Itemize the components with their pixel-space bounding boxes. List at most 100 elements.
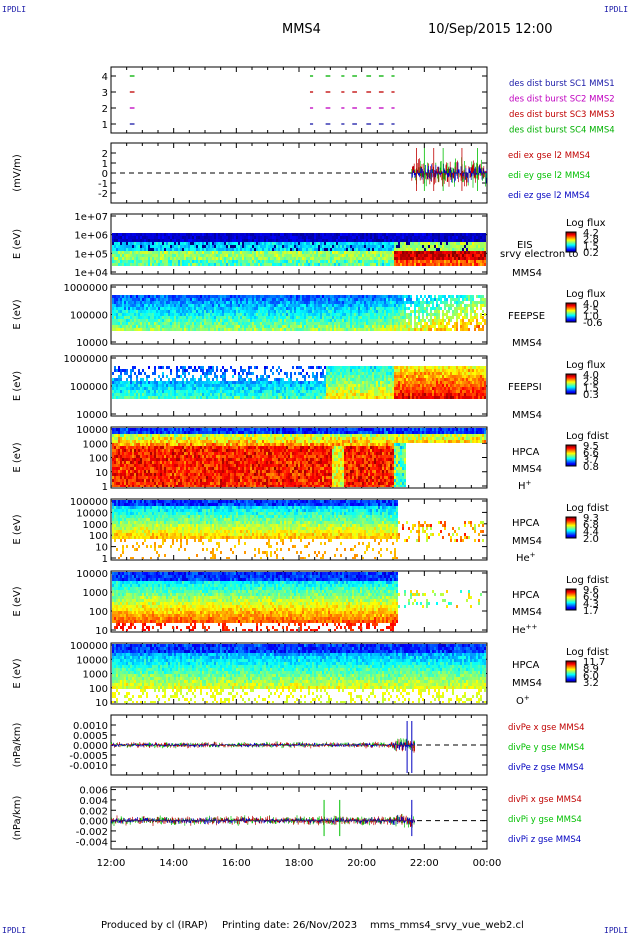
y-tick-label: 3	[102, 88, 108, 99]
y-tick-label: 10	[95, 468, 108, 479]
y-axis-label: E (eV)	[12, 514, 23, 544]
y-axis-label: E (eV)	[12, 299, 23, 329]
colorbar-title: Log flux	[566, 360, 606, 371]
colorbar-tick-label: 6.0	[583, 671, 599, 682]
series-trace	[110, 739, 415, 753]
panel-hpca_o: 100000 10000 1000 100 10 E (eV) HPCA MMS4 O+ Log …	[12, 641, 609, 709]
spectrogram-image	[112, 644, 486, 703]
series-trace	[110, 814, 415, 825]
legend-entry: divPi z gse MMS4	[508, 835, 581, 845]
legend-entry: des dist burst SC3 MMS3	[509, 110, 615, 120]
colorbar-tick-label: 3.2	[583, 678, 599, 689]
x-tick-label: 16:00	[222, 858, 251, 869]
y-tick-label: 0	[102, 169, 108, 180]
corner-label-top-left: IPDLI	[2, 5, 27, 14]
corner-label-bottom-right: IPDLI	[604, 926, 629, 934]
colorbar-tick-label: 6.8	[583, 520, 599, 531]
y-tick-label: 100000	[70, 382, 108, 393]
panel-burst: 1 2 3 4 des dist burst SC1 MMS1 des dist burs…	[102, 66, 615, 136]
legend-entry: divPi x gse MMS4	[508, 795, 582, 805]
panel-label: MMS4	[512, 607, 542, 618]
spectrogram-image	[112, 295, 486, 331]
panel-label: HPCA	[512, 590, 540, 601]
y-tick-label: 1e+06	[74, 231, 108, 242]
panel-label: H+	[518, 479, 532, 492]
y-tick-label: 10000	[76, 569, 108, 580]
colorbar-tick-label: 1.0	[583, 312, 599, 323]
y-tick-label: 1000	[83, 439, 108, 450]
colorbar-tick-label: 4.2	[583, 228, 599, 239]
spacecraft-title: MMS4	[282, 22, 321, 37]
y-tick-label: 0.0010	[73, 721, 108, 732]
panel-label: MMS4	[512, 464, 542, 475]
legend-entry: divPe z gse MMS4	[508, 763, 584, 773]
colorbar	[565, 588, 577, 611]
legend-entry: edi ey gse l2 MMS4	[508, 171, 590, 181]
colorbar-tick-label: 11.7	[583, 657, 605, 668]
colorbar-title: Log fdist	[566, 575, 609, 586]
panel-label: MMS4	[512, 410, 542, 421]
corner-label-bottom-left: IPDLI	[2, 926, 27, 934]
legend-entry: des dist burst SC2 MMS2	[509, 95, 615, 105]
y-tick-label: 1e+04	[74, 268, 108, 279]
colorbar-tick-label: 4.3	[583, 599, 599, 610]
colorbar	[565, 444, 577, 467]
y-axis-label: E (eV)	[12, 586, 23, 616]
legend-entry: des dist burst SC1 MMS1	[509, 79, 615, 89]
panel-label: HPCA	[512, 518, 540, 529]
legend-entry: edi ex gse l2 MMS4	[508, 151, 590, 161]
panel-label: MMS4	[512, 268, 542, 279]
y-tick-label: 1	[102, 120, 108, 131]
colorbar	[565, 373, 577, 395]
y-tick-label: 1000	[83, 670, 108, 681]
y-tick-label: 0.0000	[73, 741, 108, 752]
footer-script: mms_mms4_srvy_vue_web2.cl	[370, 920, 524, 931]
footer-produced-by: Produced by cl (IRAP)	[101, 920, 208, 931]
series-trace	[110, 739, 415, 751]
y-tick-label: -0.0010	[69, 761, 108, 772]
y-tick-label: 10	[95, 698, 108, 709]
panel-edi: 210-1-2 (mV/m) edi ex gse l2 MMS4 edi ey gs…	[12, 142, 590, 204]
colorbar-title: Log flux	[566, 218, 606, 229]
label-superscript: ++	[526, 623, 538, 631]
panel-label: He++	[512, 623, 538, 636]
y-axis-label: E (eV)	[12, 371, 23, 401]
x-tick-label: 20:00	[347, 858, 376, 869]
y-tick-label: -2	[98, 189, 108, 200]
colorbar-tick-label: 0.3	[583, 390, 599, 401]
colorbar-tick-label: 6.9	[583, 592, 599, 603]
panel-label: srvy electron to	[500, 249, 578, 260]
y-tick-label: 10000	[76, 508, 108, 519]
colorbar-tick-label: 1.5	[583, 383, 599, 394]
y-tick-label: 100	[89, 607, 108, 618]
legend-entry: divPe y gse MMS4	[508, 743, 585, 753]
colorbar-title: Log fdist	[566, 647, 609, 658]
panel-feepsi: 1000000 100000 10000 E (eV) FEEPSI MMS4 Log fl…	[12, 354, 606, 421]
y-tick-label: 1000000	[63, 354, 108, 365]
panel-hpca_h: 10000 1000 100 10 1 E (eV) HPCA MMS4 H+ Log fdist…	[12, 425, 609, 493]
colorbar	[565, 231, 577, 253]
y-tick-label: 1	[102, 482, 108, 493]
panel-label: He+	[516, 551, 536, 564]
colorbar-tick-label: 2.5	[583, 305, 599, 316]
x-tick-label: 18:00	[285, 858, 314, 869]
y-tick-label: 100	[89, 454, 108, 465]
panel-label: MMS4	[512, 338, 542, 349]
x-tick-label: 12:00	[97, 858, 126, 869]
colorbar	[565, 516, 577, 539]
y-tick-label: 0.0005	[73, 731, 108, 742]
y-tick-label: 0.006	[79, 786, 108, 797]
y-tick-label: 0.000	[79, 817, 108, 828]
colorbar-tick-label: 4.4	[583, 527, 599, 538]
colorbar-tick-label: 2.8	[583, 235, 599, 246]
colorbar-tick-label: 1.7	[583, 606, 599, 617]
spectrogram-image	[112, 366, 486, 399]
label-superscript: +	[526, 479, 532, 487]
corner-label-top-right: IPDLI	[604, 5, 629, 14]
y-axis-label: (mV/m)	[12, 154, 23, 192]
y-axis-label: (nPa/km)	[12, 796, 23, 841]
y-tick-label: -0.004	[76, 837, 108, 848]
